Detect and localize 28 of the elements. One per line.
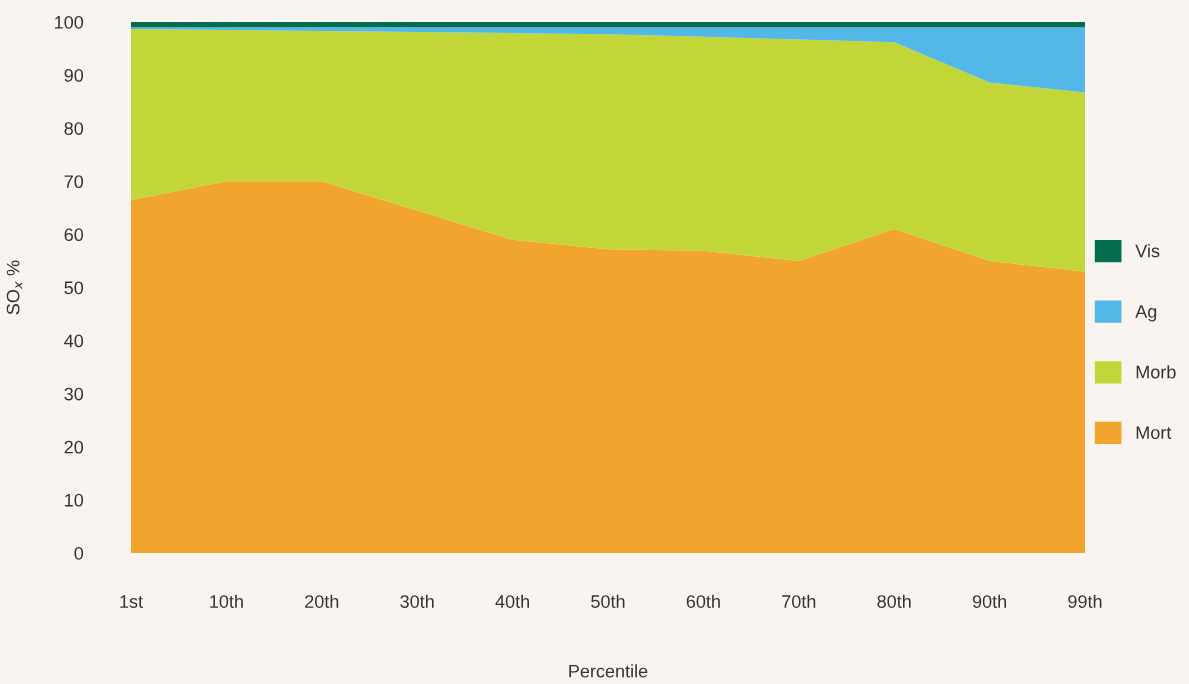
- x-tick-label: 20th: [305, 594, 339, 608]
- legend-label: Mort: [1136, 426, 1172, 440]
- x-tick-label: 90th: [972, 594, 1006, 608]
- y-tick-label: 0: [74, 546, 84, 560]
- y-tick-label: 90: [64, 69, 84, 82]
- y-tick-label: 40: [64, 334, 84, 348]
- x-tick-label: 10th: [210, 594, 243, 608]
- x-tick-label: 1st: [120, 595, 143, 608]
- x-tick-label: 40th: [495, 594, 529, 608]
- x-tick-label: 50th: [591, 594, 625, 608]
- y-axis-title: SO$_{x}$ %: [6, 260, 23, 315]
- x-tick-label: 70th: [782, 594, 816, 608]
- x-axis-title: Percentile: [569, 664, 648, 678]
- y-tick-label: 80: [64, 122, 84, 135]
- y-tick-label: 30: [64, 387, 84, 401]
- x-tick-label: 30th: [400, 594, 434, 608]
- legend-label: Vis: [1135, 244, 1160, 258]
- y-tick-label: 50: [64, 281, 84, 295]
- x-tick-label: 99th: [1068, 594, 1102, 608]
- y-tick-label: 100: [55, 15, 84, 29]
- y-tick-label: 20: [64, 440, 84, 454]
- x-tick-label: 60th: [686, 594, 720, 608]
- legend-label: Ag: [1135, 305, 1157, 322]
- legend-label: Morb: [1136, 365, 1176, 379]
- y-tick-label: 60: [64, 228, 84, 242]
- y-tick-label: 70: [64, 175, 84, 189]
- y-tick-label: 10: [65, 493, 84, 507]
- x-tick-label: 80th: [877, 594, 911, 608]
